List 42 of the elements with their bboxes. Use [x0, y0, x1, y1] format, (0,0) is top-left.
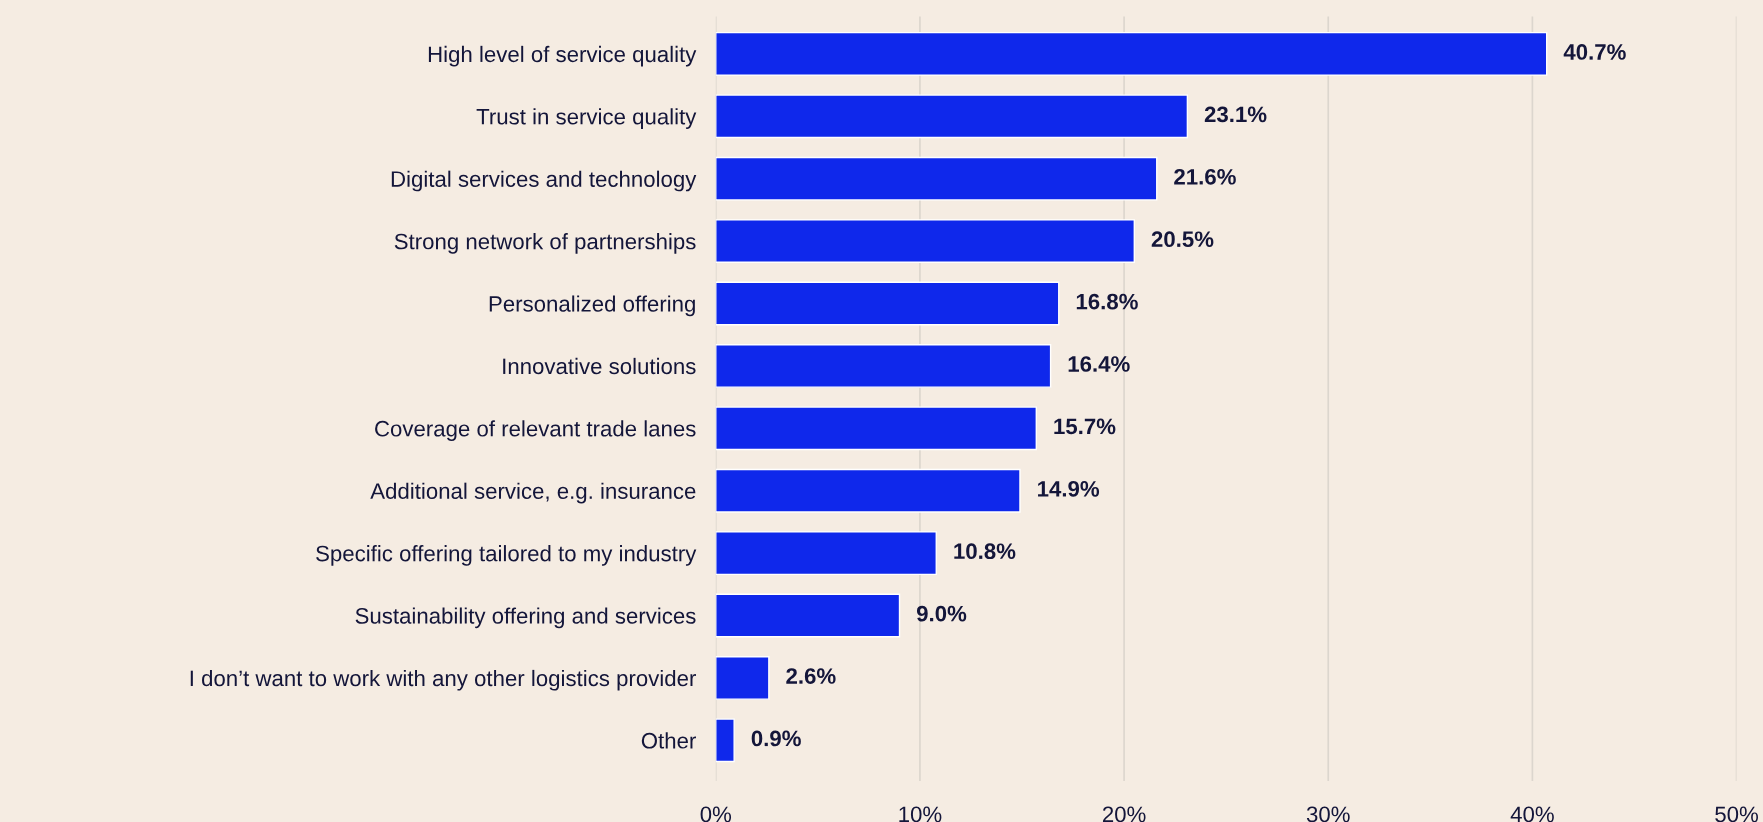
data-label: 15.7%	[1054, 418, 1116, 435]
bar	[715, 468, 1021, 513]
x-tick-label: 40%	[1510, 806, 1554, 822]
bar	[715, 31, 1548, 76]
y-tick-label: Trust in service quality	[476, 108, 697, 129]
data-label: 10.8%	[954, 543, 1016, 560]
y-tick-label: Personalized offering	[489, 295, 695, 317]
data-label: 16.4%	[1068, 356, 1130, 372]
bar	[715, 219, 1135, 264]
data-label: 14.9%	[1038, 480, 1100, 497]
x-tick-label: 10%	[899, 806, 942, 822]
bar	[715, 656, 770, 700]
bar	[715, 156, 1158, 201]
y-tick-label: Other	[641, 732, 696, 749]
bar	[715, 94, 1189, 139]
data-label: 2.6%	[786, 668, 836, 684]
y-tick-label: Sustainability offering and services	[355, 607, 696, 629]
y-tick-label: Coverage of relevant trade lanes	[375, 420, 696, 441]
y-tick-label: Digital services and technology	[391, 170, 697, 192]
x-tick-label: 50%	[1715, 806, 1758, 822]
data-label: 23.1%	[1204, 106, 1267, 123]
y-tick-label: I don’t want to work with any other logistics provider	[190, 669, 696, 691]
bar	[715, 281, 1060, 326]
data-label: 0.9%	[751, 730, 801, 747]
y-tick-label: Specific offering tailored to my industry	[316, 545, 697, 566]
bar	[715, 531, 937, 576]
x-tick-label: 20%	[1102, 806, 1146, 822]
y-tick-label: Innovative solutions	[503, 357, 696, 375]
bar	[715, 718, 735, 763]
data-label: 20.5%	[1151, 231, 1214, 248]
y-tick-label: Strong network of partnerships	[394, 233, 696, 254]
y-tick-label: Additional service, e.g. insurance	[370, 482, 696, 504]
data-label: 9.0%	[916, 605, 967, 622]
bar	[715, 343, 1052, 388]
x-tick-label: 30%	[1306, 806, 1350, 822]
y-tick-label: High level of service quality	[428, 45, 697, 67]
bar	[715, 593, 901, 638]
data-label: 21.6%	[1174, 168, 1236, 185]
data-label: 16.8%	[1076, 293, 1138, 310]
x-tick-label: 0%	[700, 806, 732, 822]
bar	[715, 406, 1037, 451]
data-label: 40.7%	[1563, 44, 1626, 60]
